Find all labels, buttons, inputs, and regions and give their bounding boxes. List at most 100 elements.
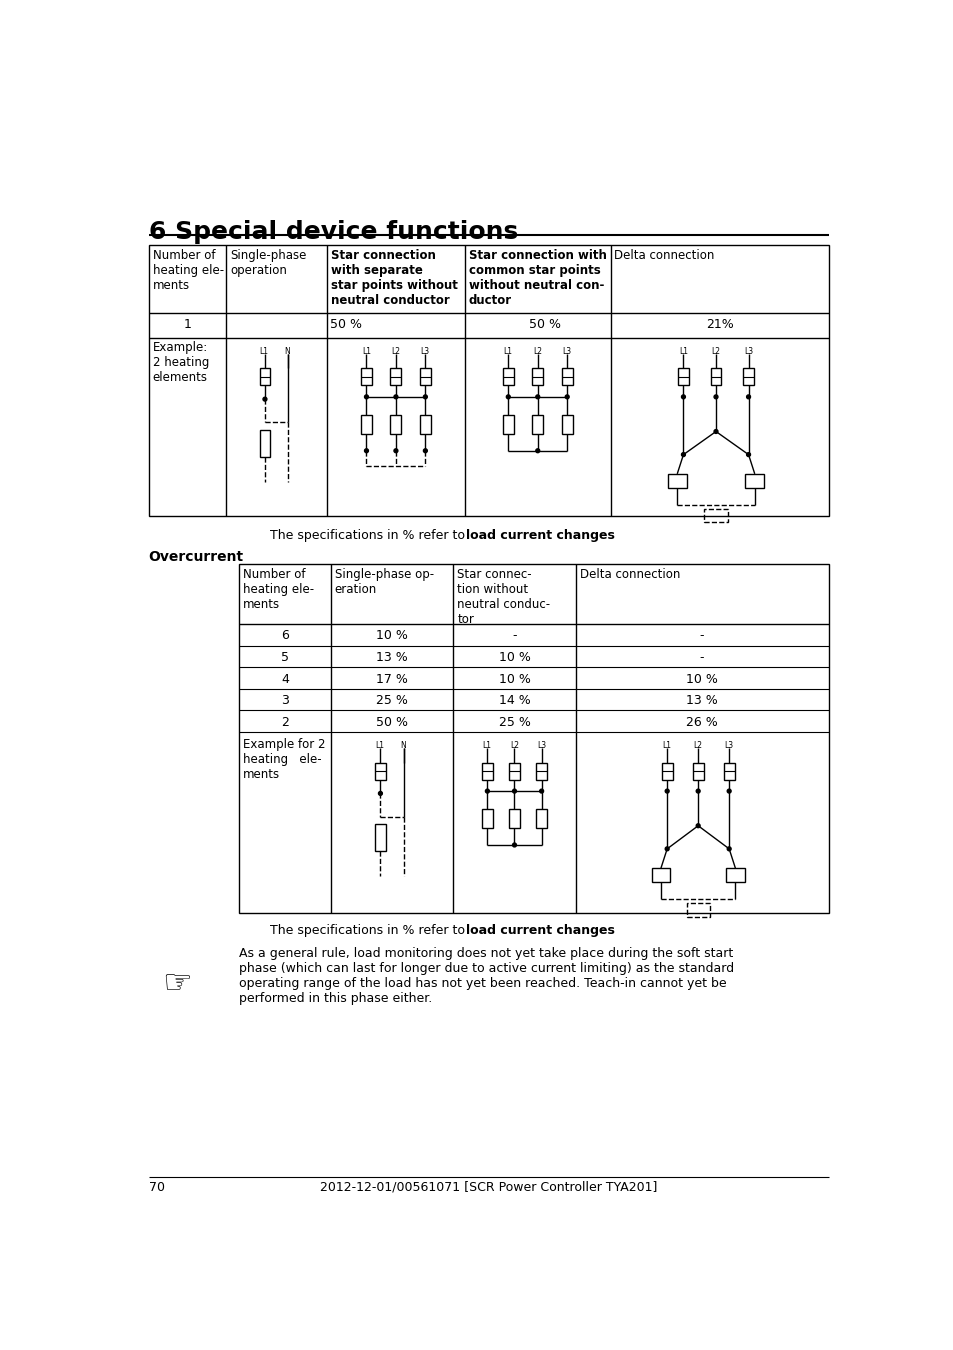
- Bar: [667, 474, 686, 487]
- Bar: [375, 825, 385, 850]
- Bar: [692, 763, 703, 779]
- Bar: [678, 369, 688, 385]
- Circle shape: [512, 842, 516, 846]
- Text: 4: 4: [281, 672, 289, 686]
- Bar: [375, 763, 385, 779]
- Circle shape: [726, 846, 730, 850]
- Text: 10 %: 10 %: [498, 651, 530, 664]
- Text: L1: L1: [361, 347, 371, 356]
- Bar: [419, 414, 431, 433]
- Bar: [259, 429, 270, 456]
- Bar: [390, 369, 401, 385]
- Text: 13 %: 13 %: [375, 651, 408, 664]
- Bar: [536, 809, 546, 828]
- Text: 3: 3: [281, 694, 289, 707]
- Text: Example for 2
heating   ele-
ments: Example for 2 heating ele- ments: [243, 738, 325, 780]
- Bar: [259, 369, 270, 385]
- Text: 17 %: 17 %: [375, 672, 408, 686]
- Text: 6: 6: [281, 629, 289, 643]
- Text: L1: L1: [503, 347, 512, 356]
- Bar: [725, 868, 744, 882]
- Bar: [502, 414, 513, 433]
- Text: 50 %: 50 %: [329, 319, 361, 331]
- Bar: [481, 809, 493, 828]
- Text: -: -: [700, 629, 703, 643]
- Text: ☞: ☞: [162, 968, 193, 1000]
- Text: 25 %: 25 %: [375, 694, 408, 707]
- Circle shape: [423, 396, 427, 398]
- Bar: [536, 763, 546, 779]
- Text: L1: L1: [482, 741, 491, 751]
- Text: L2: L2: [693, 741, 701, 751]
- Text: 14 %: 14 %: [498, 694, 530, 707]
- Circle shape: [713, 396, 718, 398]
- Text: Example:
2 heating
elements: Example: 2 heating elements: [152, 342, 209, 385]
- Circle shape: [364, 448, 368, 452]
- Circle shape: [664, 790, 668, 792]
- Text: L2: L2: [533, 347, 541, 356]
- Bar: [239, 564, 828, 913]
- Bar: [390, 414, 401, 433]
- Text: L3: L3: [537, 741, 545, 751]
- Circle shape: [696, 790, 700, 792]
- Bar: [149, 246, 828, 516]
- Text: L2: L2: [711, 347, 720, 356]
- Circle shape: [680, 396, 684, 398]
- Text: 50 %: 50 %: [529, 319, 561, 331]
- Bar: [532, 414, 542, 433]
- Text: 25 %: 25 %: [498, 716, 530, 729]
- Circle shape: [394, 396, 397, 398]
- Bar: [481, 763, 493, 779]
- Bar: [360, 369, 372, 385]
- Text: Delta connection: Delta connection: [614, 248, 714, 262]
- Text: N: N: [284, 347, 290, 356]
- Text: Star connec-
tion without
neutral conduc-
tor: Star connec- tion without neutral conduc…: [456, 568, 550, 626]
- Circle shape: [364, 396, 368, 398]
- Text: 10 %: 10 %: [375, 629, 408, 643]
- Bar: [651, 868, 670, 882]
- Text: L1: L1: [679, 347, 687, 356]
- Circle shape: [536, 448, 539, 452]
- Text: -: -: [512, 629, 517, 643]
- Text: Single-phase
operation: Single-phase operation: [230, 248, 306, 277]
- Text: Star connection with
common star points
without neutral con-
ductor: Star connection with common star points …: [468, 248, 606, 306]
- Circle shape: [746, 452, 750, 456]
- Bar: [686, 903, 709, 917]
- Circle shape: [485, 790, 489, 792]
- Text: L1: L1: [661, 741, 671, 751]
- Text: 13 %: 13 %: [685, 694, 718, 707]
- Text: L2: L2: [391, 347, 400, 356]
- Circle shape: [394, 448, 397, 452]
- Text: Single-phase op-
eration: Single-phase op- eration: [335, 568, 434, 595]
- Text: L1: L1: [259, 347, 268, 356]
- Text: 2012-12-01/00561071 [SCR Power Controller TYA201]: 2012-12-01/00561071 [SCR Power Controlle…: [320, 1181, 657, 1193]
- Text: 1: 1: [183, 319, 192, 331]
- Text: The specifications in % refer to: The specifications in % refer to: [270, 528, 469, 541]
- Circle shape: [263, 397, 267, 401]
- Text: -: -: [700, 651, 703, 664]
- Bar: [742, 369, 753, 385]
- Text: N: N: [399, 741, 405, 751]
- Bar: [509, 763, 519, 779]
- Circle shape: [536, 396, 539, 398]
- Text: 70: 70: [149, 1181, 165, 1193]
- Text: L3: L3: [743, 347, 752, 356]
- Text: 26 %: 26 %: [685, 716, 718, 729]
- Text: Number of
heating ele-
ments: Number of heating ele- ments: [243, 568, 314, 610]
- Text: L3: L3: [562, 347, 571, 356]
- Bar: [561, 369, 572, 385]
- Circle shape: [680, 452, 684, 456]
- Text: Number of
heating ele-
ments: Number of heating ele- ments: [152, 248, 223, 292]
- Circle shape: [506, 396, 510, 398]
- Circle shape: [746, 396, 750, 398]
- Circle shape: [378, 791, 382, 795]
- Text: 2: 2: [281, 716, 289, 729]
- Circle shape: [696, 824, 700, 828]
- Circle shape: [726, 790, 730, 792]
- Text: L3: L3: [420, 347, 430, 356]
- Bar: [561, 414, 572, 433]
- Text: 5: 5: [281, 651, 289, 664]
- Circle shape: [512, 790, 516, 792]
- Text: 6 Special device functions: 6 Special device functions: [149, 220, 517, 244]
- Bar: [703, 509, 727, 522]
